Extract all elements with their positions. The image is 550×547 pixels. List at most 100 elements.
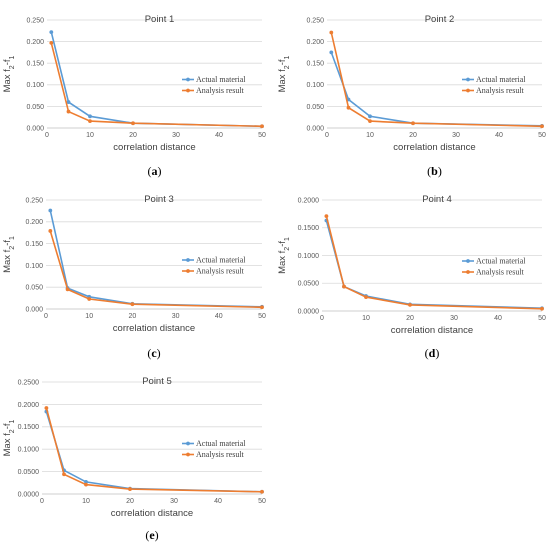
data-point bbox=[128, 487, 132, 491]
x-tick-label: 0 bbox=[325, 132, 329, 139]
y-tick-label: 0.250 bbox=[26, 17, 44, 24]
y-axis-label: Max f2-f1 bbox=[2, 55, 16, 92]
legend-label: Actual material bbox=[196, 256, 246, 265]
x-tick-label: 30 bbox=[172, 313, 180, 320]
y-tick-label: 0.1500 bbox=[18, 424, 40, 431]
panel-caption: (a) bbox=[148, 164, 162, 178]
x-tick-label: 10 bbox=[362, 315, 370, 322]
data-point bbox=[540, 306, 544, 311]
y-tick-label: 0.0000 bbox=[18, 491, 40, 498]
x-tick-label: 20 bbox=[406, 315, 414, 322]
chart-panel-2: 0.000 0.050 0.100 0.150 0.200 0.250 0 10 20 30 40 5… bbox=[277, 14, 546, 178]
y-tick-label: 0.200 bbox=[26, 39, 44, 46]
data-point bbox=[342, 284, 346, 289]
data-point bbox=[62, 472, 66, 477]
x-tick-label: 20 bbox=[129, 132, 137, 139]
y-tick-label: 0.050 bbox=[26, 104, 44, 111]
chart-title: Point 3 bbox=[144, 194, 174, 205]
y-axis-label: Max f2-f1 bbox=[277, 237, 291, 274]
data-point bbox=[49, 40, 54, 45]
data-point bbox=[66, 100, 71, 104]
data-point bbox=[260, 305, 264, 310]
y-tick-label: 0.100 bbox=[26, 82, 44, 89]
y-tick-label: 0.0500 bbox=[298, 281, 320, 288]
x-tick-label: 30 bbox=[452, 132, 460, 139]
chart-panel-4: 0.0000 0.0500 0.1000 0.1500 0.2000 0 10 20 30 40 5… bbox=[277, 194, 546, 360]
y-tick-label: 0.2000 bbox=[18, 402, 40, 409]
x-tick-label: 0 bbox=[45, 132, 49, 139]
x-tick-label: 0 bbox=[44, 313, 48, 320]
legend-marker bbox=[186, 269, 190, 273]
y-tick-label: 0.1500 bbox=[298, 225, 320, 232]
legend-marker bbox=[186, 77, 190, 82]
data-point bbox=[49, 30, 54, 34]
legend-marker bbox=[186, 452, 190, 457]
y-tick-label: 0.050 bbox=[306, 104, 324, 111]
x-tick-label: 20 bbox=[126, 498, 134, 505]
x-tick-label: 0 bbox=[320, 315, 324, 322]
data-point bbox=[260, 124, 264, 129]
data-point bbox=[48, 208, 53, 213]
legend-marker bbox=[466, 259, 470, 263]
chart-panel-1: 0.000 0.050 0.100 0.150 0.200 0.250 0 10 20 30 40 5… bbox=[2, 14, 266, 178]
x-tick-label: 30 bbox=[170, 498, 178, 505]
y-tick-label: 0.250 bbox=[25, 197, 43, 204]
legend-label: Actual material bbox=[196, 75, 246, 84]
x-axis-label: correlation distance bbox=[111, 508, 193, 519]
x-tick-label: 30 bbox=[450, 315, 458, 322]
data-point bbox=[131, 121, 135, 126]
x-tick-label: 10 bbox=[86, 132, 94, 139]
data-point bbox=[84, 480, 88, 484]
data-point bbox=[65, 287, 70, 292]
legend-label: Analysis result bbox=[196, 86, 245, 95]
x-tick-label: 10 bbox=[82, 498, 90, 505]
data-point bbox=[329, 30, 334, 35]
y-tick-label: 0.100 bbox=[25, 263, 43, 270]
y-tick-label: 0.1000 bbox=[298, 253, 320, 260]
data-point bbox=[324, 214, 329, 218]
data-point bbox=[368, 119, 372, 123]
data-point bbox=[329, 50, 334, 55]
x-tick-label: 10 bbox=[366, 132, 374, 139]
legend-marker bbox=[466, 270, 470, 274]
y-axis-label: Max f2-f1 bbox=[2, 236, 16, 273]
data-point bbox=[540, 124, 544, 129]
x-tick-label: 40 bbox=[214, 498, 222, 505]
chart-title: Point 1 bbox=[145, 14, 175, 25]
x-tick-label: 50 bbox=[538, 315, 546, 322]
x-tick-label: 10 bbox=[85, 313, 93, 320]
y-tick-label: 0.0500 bbox=[18, 469, 40, 476]
x-tick-label: 50 bbox=[538, 132, 546, 139]
data-point bbox=[260, 489, 264, 494]
data-point bbox=[88, 119, 92, 123]
x-axis-label: correlation distance bbox=[393, 142, 475, 153]
y-tick-label: 0.2500 bbox=[18, 379, 40, 386]
legend-label: Analysis result bbox=[476, 268, 525, 277]
x-tick-label: 40 bbox=[215, 313, 223, 320]
data-point bbox=[408, 302, 412, 307]
y-tick-label: 0.000 bbox=[26, 125, 44, 132]
legend-marker bbox=[186, 88, 190, 93]
data-point bbox=[66, 109, 71, 114]
data-point bbox=[44, 406, 49, 410]
data-point bbox=[87, 297, 92, 301]
x-tick-label: 30 bbox=[172, 132, 180, 139]
x-tick-label: 50 bbox=[258, 132, 266, 139]
y-tick-label: 0.1000 bbox=[18, 447, 40, 454]
y-tick-label: 0.0000 bbox=[298, 308, 320, 315]
y-axis-label: Max f2-f1 bbox=[2, 419, 16, 456]
y-tick-label: 0.000 bbox=[306, 125, 324, 132]
panel-caption: (c) bbox=[147, 346, 160, 360]
legend-label: Analysis result bbox=[196, 450, 245, 459]
x-tick-label: 50 bbox=[258, 313, 266, 320]
y-tick-label: 0.2000 bbox=[298, 197, 320, 204]
legend-marker bbox=[466, 77, 470, 82]
y-tick-label: 0.200 bbox=[306, 39, 324, 46]
legend-marker bbox=[186, 441, 190, 446]
panel-caption: (e) bbox=[145, 528, 158, 542]
legend-label: Analysis result bbox=[476, 86, 525, 95]
legend-marker bbox=[466, 88, 470, 93]
legend-marker bbox=[186, 258, 190, 262]
data-point bbox=[346, 105, 351, 110]
data-point bbox=[411, 121, 415, 126]
